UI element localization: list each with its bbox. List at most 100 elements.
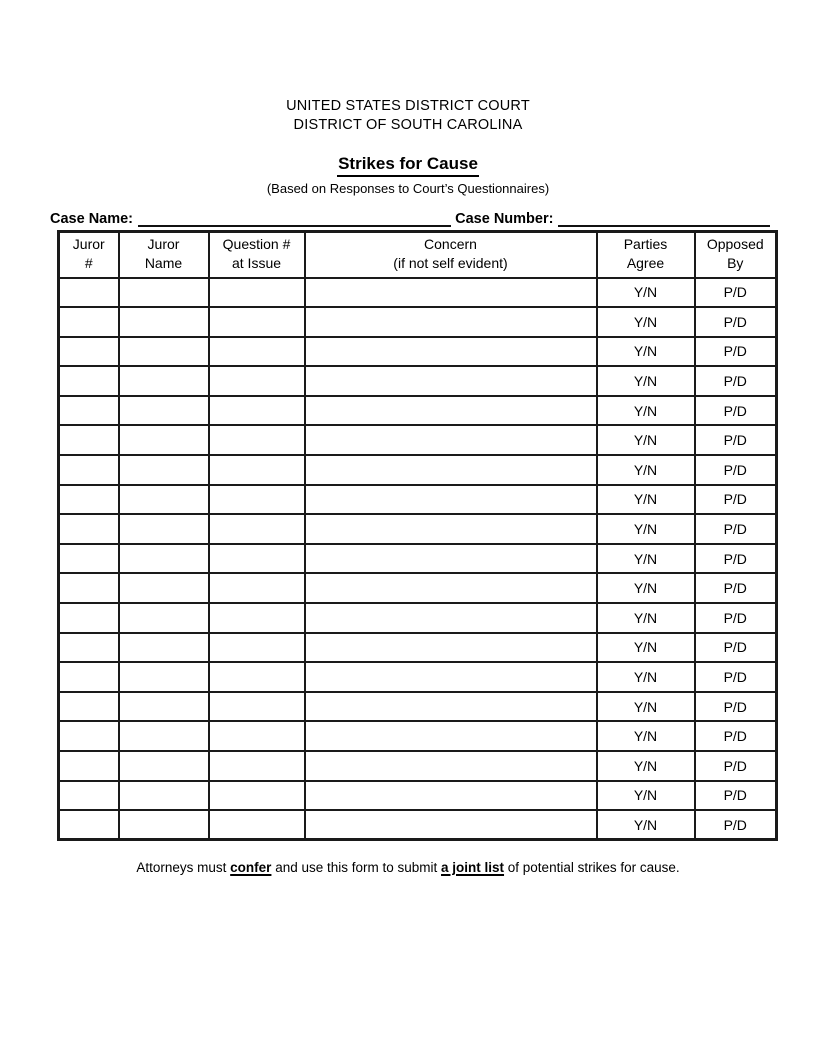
cell-question-at-issue[interactable] bbox=[207, 513, 306, 545]
cell-juror-number[interactable] bbox=[57, 542, 120, 575]
cell-question-at-issue[interactable] bbox=[207, 631, 306, 664]
cell-concern[interactable] bbox=[303, 572, 598, 605]
cell-question-at-issue[interactable] bbox=[207, 335, 306, 368]
cell-juror-number[interactable] bbox=[57, 306, 120, 338]
cell-juror-number[interactable] bbox=[57, 661, 120, 693]
cell-parties-agree: Y/N bbox=[595, 454, 696, 486]
cell-question-at-issue[interactable] bbox=[207, 720, 306, 752]
cell-juror-number[interactable] bbox=[57, 809, 120, 841]
cell-question-at-issue[interactable] bbox=[207, 306, 306, 338]
cell-juror-number[interactable] bbox=[57, 750, 120, 782]
cell-juror-number[interactable] bbox=[57, 483, 120, 516]
cell-juror-name[interactable] bbox=[117, 365, 210, 397]
cell-question-at-issue[interactable] bbox=[207, 454, 306, 486]
cell-concern[interactable] bbox=[303, 690, 598, 723]
cell-juror-number[interactable] bbox=[57, 335, 120, 368]
cell-concern[interactable] bbox=[303, 335, 598, 368]
cell-concern[interactable] bbox=[303, 809, 598, 841]
cell-concern[interactable] bbox=[303, 306, 598, 338]
cell-concern[interactable] bbox=[303, 750, 598, 782]
cell-juror-name[interactable] bbox=[117, 276, 210, 309]
cell-juror-name[interactable] bbox=[117, 809, 210, 841]
cell-concern[interactable] bbox=[303, 779, 598, 812]
cell-question-at-issue[interactable] bbox=[207, 690, 306, 723]
cell-parties-agree: Y/N bbox=[595, 483, 696, 516]
cell-question-at-issue[interactable] bbox=[207, 661, 306, 693]
cell-juror-name[interactable] bbox=[117, 690, 210, 723]
cell-juror-name[interactable] bbox=[117, 750, 210, 782]
cell-juror-number[interactable] bbox=[57, 276, 120, 309]
cell-question-at-issue[interactable] bbox=[207, 483, 306, 516]
cell-question-at-issue[interactable] bbox=[207, 602, 306, 634]
cell-concern[interactable] bbox=[303, 720, 598, 752]
table-row: Y/N P/D bbox=[57, 542, 778, 575]
table-row: Y/N P/D bbox=[57, 572, 778, 605]
cell-parties-agree: Y/N bbox=[595, 690, 696, 723]
cell-parties-agree: Y/N bbox=[595, 365, 696, 397]
cell-question-at-issue[interactable] bbox=[207, 276, 306, 309]
cell-juror-name[interactable] bbox=[117, 720, 210, 752]
cell-concern[interactable] bbox=[303, 483, 598, 516]
cell-concern[interactable] bbox=[303, 661, 598, 693]
cell-juror-name[interactable] bbox=[117, 424, 210, 457]
cell-juror-name[interactable] bbox=[117, 306, 210, 338]
cell-concern[interactable] bbox=[303, 454, 598, 486]
table-row: Y/N P/D bbox=[57, 513, 778, 545]
cell-question-at-issue[interactable] bbox=[207, 809, 306, 841]
case-number-label: Case Number: bbox=[455, 211, 554, 227]
cell-concern[interactable] bbox=[303, 602, 598, 634]
table-row: Y/N P/D bbox=[57, 720, 778, 752]
case-name-label: Case Name: bbox=[50, 211, 134, 227]
footer-text-middle: and use this form to submit bbox=[271, 860, 442, 876]
cell-juror-name[interactable] bbox=[117, 454, 210, 486]
cell-parties-agree: Y/N bbox=[595, 572, 696, 605]
cell-juror-name[interactable] bbox=[117, 483, 210, 516]
cell-question-at-issue[interactable] bbox=[207, 394, 306, 427]
table-row: Y/N P/D bbox=[57, 394, 778, 427]
cell-question-at-issue[interactable] bbox=[207, 750, 306, 782]
cell-juror-name[interactable] bbox=[117, 602, 210, 634]
cell-juror-number[interactable] bbox=[57, 690, 120, 723]
cell-parties-agree: Y/N bbox=[595, 720, 696, 752]
form-title: Strikes for Cause bbox=[337, 154, 479, 177]
cell-parties-agree: Y/N bbox=[595, 394, 696, 427]
cell-juror-number[interactable] bbox=[57, 779, 120, 812]
cell-question-at-issue[interactable] bbox=[207, 572, 306, 605]
cell-question-at-issue[interactable] bbox=[207, 365, 306, 397]
cell-juror-name[interactable] bbox=[117, 542, 210, 575]
cell-concern[interactable] bbox=[303, 394, 598, 427]
cell-concern[interactable] bbox=[303, 365, 598, 397]
cell-juror-number[interactable] bbox=[57, 631, 120, 664]
cell-juror-name[interactable] bbox=[117, 394, 210, 427]
cell-juror-name[interactable] bbox=[117, 513, 210, 545]
cell-juror-name[interactable] bbox=[117, 631, 210, 664]
cell-concern[interactable] bbox=[303, 542, 598, 575]
cell-opposed-by: P/D bbox=[693, 631, 778, 664]
cell-question-at-issue[interactable] bbox=[207, 779, 306, 812]
column-header-opposed-by: Opposed By bbox=[693, 230, 778, 279]
cell-juror-number[interactable] bbox=[57, 424, 120, 457]
cell-juror-number[interactable] bbox=[57, 720, 120, 752]
cell-juror-name[interactable] bbox=[117, 335, 210, 368]
cell-juror-number[interactable] bbox=[57, 602, 120, 634]
column-header-juror-name: Juror Name bbox=[117, 230, 210, 279]
cell-juror-name[interactable] bbox=[117, 779, 210, 812]
cell-concern[interactable] bbox=[303, 513, 598, 545]
case-number-input-line[interactable] bbox=[558, 223, 770, 227]
cell-juror-number[interactable] bbox=[57, 513, 120, 545]
cell-juror-number[interactable] bbox=[57, 365, 120, 397]
strikes-for-cause-table: Juror # Juror Name Question # at Issue C… bbox=[57, 230, 778, 842]
case-name-input-line[interactable] bbox=[138, 223, 452, 227]
cell-question-at-issue[interactable] bbox=[207, 542, 306, 575]
cell-concern[interactable] bbox=[303, 631, 598, 664]
cell-question-at-issue[interactable] bbox=[207, 424, 306, 457]
cell-concern[interactable] bbox=[303, 276, 598, 309]
cell-juror-number[interactable] bbox=[57, 572, 120, 605]
table-header-row: Juror # Juror Name Question # at Issue C… bbox=[57, 230, 778, 279]
cell-juror-name[interactable] bbox=[117, 572, 210, 605]
table-row: Y/N P/D bbox=[57, 750, 778, 782]
cell-juror-name[interactable] bbox=[117, 661, 210, 693]
cell-juror-number[interactable] bbox=[57, 394, 120, 427]
cell-concern[interactable] bbox=[303, 424, 598, 457]
cell-juror-number[interactable] bbox=[57, 454, 120, 486]
